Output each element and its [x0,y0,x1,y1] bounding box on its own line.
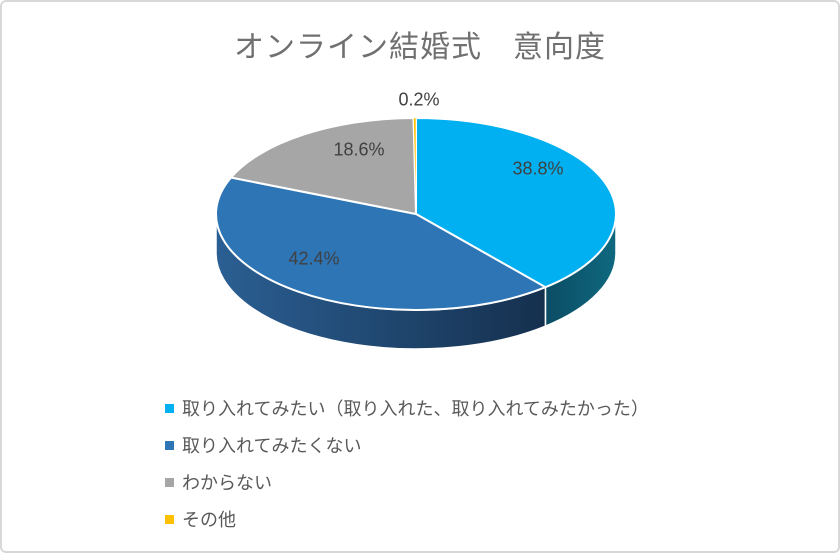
chart-title: オンライン結婚式 意向度 [234,31,606,64]
legend-item: 取り入れてみたくない [165,434,649,456]
pie-slice-top-1 [215,176,547,311]
legend-item: 取り入れてみたい（取り入れた、取り入れてみたかった） [165,397,649,419]
legend-item: その他 [165,508,649,530]
legend: 取り入れてみたい（取り入れた、取り入れてみたかった） 取り入れてみたくない わか… [165,397,649,545]
pie-slice-top-3 [413,117,417,215]
data-label: 18.6% [333,139,385,160]
pie-slice-top-2 [229,117,417,215]
legend-label: その他 [182,510,236,530]
legend-marker-square-icon [165,440,174,450]
legend-marker-square-icon [165,514,174,524]
data-label: 38.8% [512,158,564,179]
legend-label: 取り入れてみたくない [182,436,362,456]
legend-label: わからない [182,473,272,493]
data-label: 0.2% [398,89,440,110]
pie-slice-top-0 [415,117,617,289]
data-label: 42.4% [288,248,340,269]
legend-label: 取り入れてみたい（取り入れた、取り入れてみたかった） [182,399,649,419]
legend-item: わからない [165,471,649,493]
legend-marker-square-icon [165,403,174,413]
legend-marker-square-icon [165,477,174,487]
